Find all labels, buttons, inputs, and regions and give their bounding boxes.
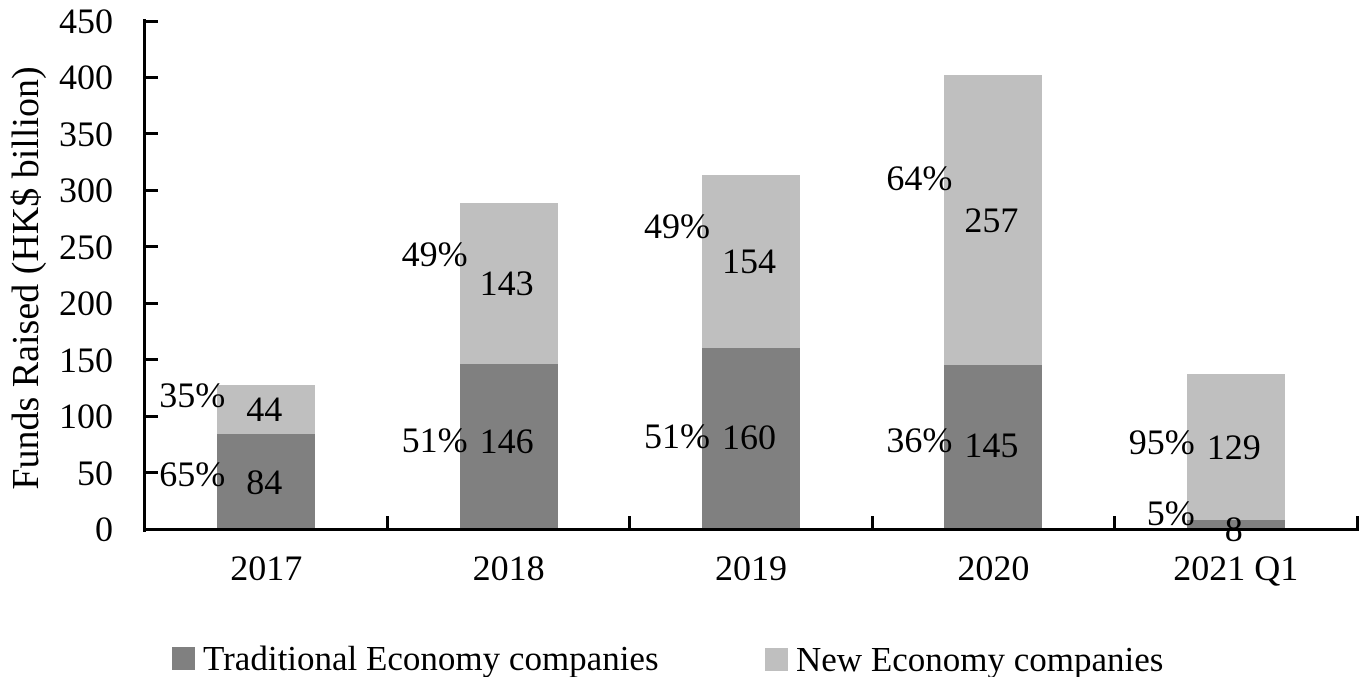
y-tick-mark (146, 188, 158, 192)
category-label: 2019 (715, 548, 787, 588)
value-label-new-economy: 129 (1206, 427, 1261, 468)
pct-label-traditional: 5% (1146, 493, 1195, 534)
x-axis-line (143, 528, 1359, 531)
y-tick-mark (146, 301, 158, 305)
pct-label-new-economy: 49% (401, 234, 468, 275)
category-label: 2020 (957, 548, 1030, 588)
y-tick-label: 450 (59, 1, 113, 41)
pct-label-new-economy: 49% (644, 206, 710, 247)
pct-label-traditional: 36% (886, 420, 953, 461)
x-tick-mark (385, 516, 389, 528)
legend-item-traditional: Traditional Economy companies (172, 641, 659, 676)
y-tick-label: 150 (59, 339, 113, 380)
bar-segment-traditional (217, 434, 316, 529)
y-tick-label: 350 (59, 113, 113, 154)
category-label: 2018 (472, 548, 545, 588)
y-tick-label: 200 (59, 283, 113, 324)
value-label-new-economy: 257 (964, 200, 1019, 241)
y-tick-mark (146, 414, 158, 418)
pct-label-traditional: 51% (401, 419, 468, 460)
x-tick-mark (1113, 516, 1117, 528)
bar-segment-traditional (1186, 519, 1285, 529)
y-tick-mark (146, 19, 158, 23)
value-label-new-economy: 44 (246, 389, 283, 430)
value-label-traditional: 160 (722, 416, 776, 457)
bar-segment-new-economy (944, 75, 1043, 366)
pct-label-new-economy: 35% (159, 375, 226, 416)
bar-segment-traditional (459, 364, 558, 529)
bar-segment-new-economy (1186, 374, 1285, 520)
category-label: 2021 Q1 (1173, 548, 1299, 588)
value-label-traditional: 84 (246, 461, 283, 502)
bar-segment-traditional (702, 348, 800, 529)
y-tick-mark (146, 132, 158, 136)
y-tick-mark (146, 75, 158, 79)
y-tick-label: 50 (77, 452, 113, 493)
pct-label-new-economy: 95% (1128, 422, 1195, 463)
value-label-traditional: 145 (964, 425, 1019, 466)
y-tick-label: 300 (59, 170, 113, 211)
legend-swatch-traditional-icon (172, 647, 195, 670)
y-tick-label: 400 (59, 57, 113, 98)
y-tick-mark (146, 358, 158, 362)
y-tick-label: 250 (59, 226, 113, 267)
value-label-new-economy: 143 (479, 263, 534, 304)
x-tick-mark (628, 516, 632, 528)
value-label-new-economy: 154 (722, 241, 776, 282)
legend-label-traditional: Traditional Economy companies (203, 639, 659, 677)
y-tick-label: 100 (59, 396, 113, 437)
y-tick-mark (146, 245, 158, 249)
pct-label-new-economy: 64% (886, 158, 953, 199)
x-tick-mark (870, 516, 874, 528)
y-axis-line (143, 19, 146, 532)
y-tick-label: 0 (95, 509, 113, 549)
bar-segment-new-economy (459, 202, 558, 365)
pct-label-traditional: 51% (644, 415, 710, 456)
x-tick-mark (1355, 516, 1359, 528)
legend-label-new-economy: New Economy companies (796, 640, 1164, 677)
value-label-traditional: 146 (479, 420, 534, 461)
category-label: 2017 (230, 548, 303, 588)
y-tick-mark (146, 471, 158, 475)
bar-segment-traditional (944, 365, 1043, 529)
legend-item-new-economy: New Economy companies (765, 642, 1163, 677)
bar-segment-new-economy (217, 384, 316, 435)
y-axis-title: Funds Raised (HK$ billion) (5, 66, 47, 490)
bar-segment-new-economy (702, 174, 800, 349)
pct-label-traditional: 65% (159, 453, 226, 494)
legend-swatch-new-economy-icon (765, 648, 788, 671)
